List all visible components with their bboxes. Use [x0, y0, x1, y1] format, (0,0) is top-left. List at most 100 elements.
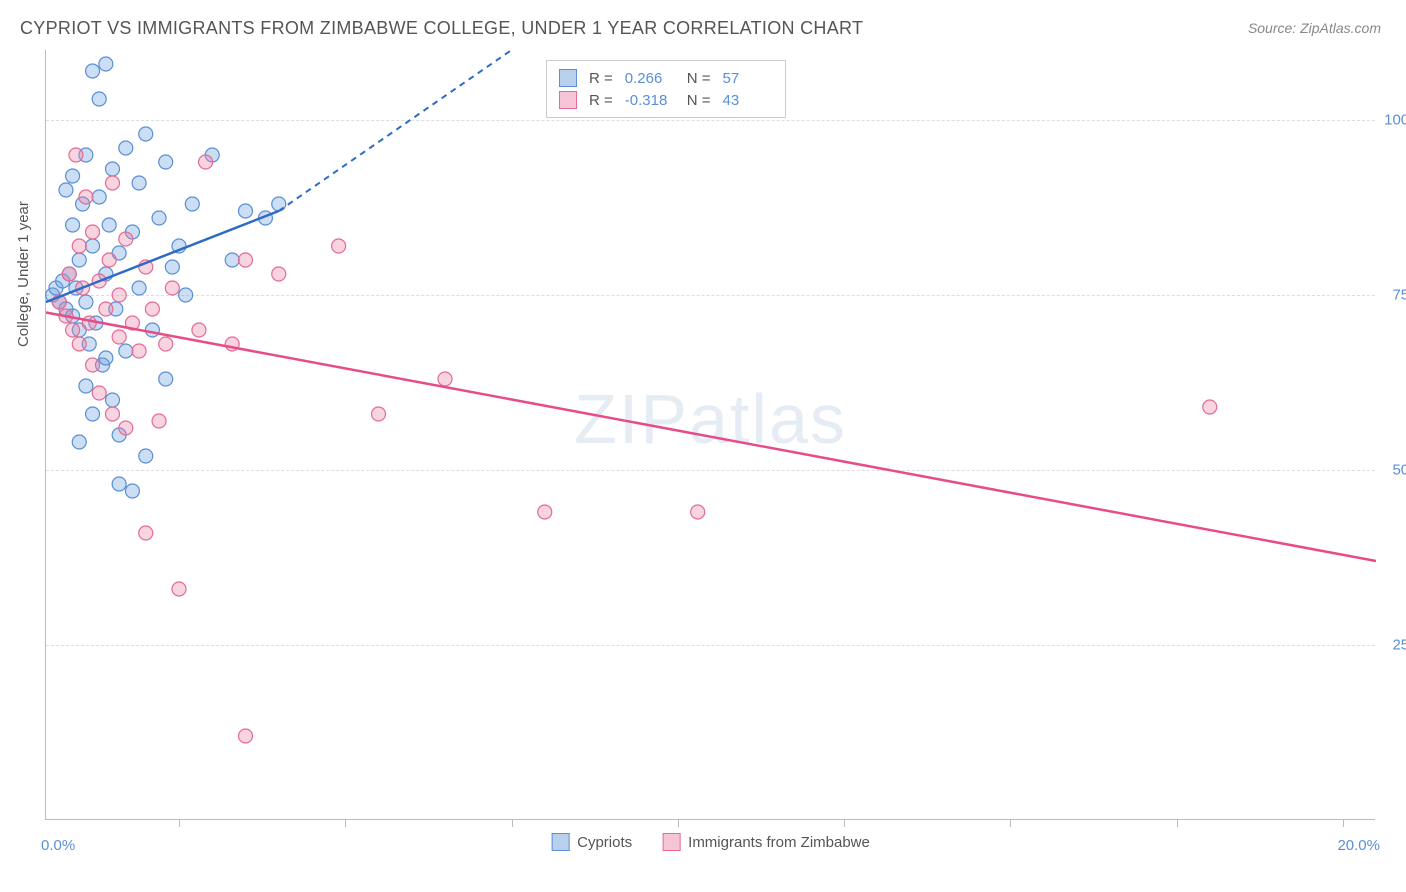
scatter-point-0 [59, 183, 73, 197]
chart-source: Source: ZipAtlas.com [1248, 20, 1381, 36]
scatter-point-1 [159, 337, 173, 351]
scatter-point-1 [86, 358, 100, 372]
y-tick-label: 75.0% [1380, 287, 1406, 304]
scatter-point-0 [66, 218, 80, 232]
scatter-point-0 [106, 162, 120, 176]
legend-item-cypriots: Cypriots [551, 833, 632, 851]
scatter-point-1 [1203, 400, 1217, 414]
scatter-point-0 [102, 218, 116, 232]
scatter-point-1 [66, 323, 80, 337]
legend-label-0: Cypriots [577, 834, 632, 851]
scatter-point-1 [332, 239, 346, 253]
legend-n-value-0: 57 [723, 70, 773, 87]
scatter-point-0 [185, 197, 199, 211]
scatter-point-0 [72, 435, 86, 449]
scatter-point-1 [79, 190, 93, 204]
x-tick [844, 819, 845, 827]
x-tick [1177, 819, 1178, 827]
legend-n-label: N = [687, 92, 711, 109]
correlation-chart: CYPRIOT VS IMMIGRANTS FROM ZIMBABWE COLL… [0, 0, 1406, 892]
scatter-point-1 [172, 582, 186, 596]
scatter-point-0 [145, 323, 159, 337]
scatter-point-1 [72, 337, 86, 351]
scatter-point-1 [165, 281, 179, 295]
scatter-point-1 [691, 505, 705, 519]
scatter-point-0 [92, 92, 106, 106]
scatter-point-1 [272, 267, 286, 281]
scatter-point-1 [92, 386, 106, 400]
legend-r-value-0: 0.266 [625, 70, 675, 87]
scatter-point-1 [82, 316, 96, 330]
scatter-point-0 [99, 351, 113, 365]
x-tick [512, 819, 513, 827]
chart-title: CYPRIOT VS IMMIGRANTS FROM ZIMBABWE COLL… [20, 18, 863, 39]
scatter-point-0 [79, 379, 93, 393]
trendline-dashed [279, 50, 512, 211]
legend-label-1: Immigrants from Zimbabwe [688, 834, 870, 851]
trendline-solid [46, 313, 1376, 562]
scatter-point-1 [106, 176, 120, 190]
y-tick-label: 25.0% [1380, 637, 1406, 654]
legend-n-label: N = [687, 70, 711, 87]
scatter-point-0 [125, 484, 139, 498]
legend-r-label: R = [589, 92, 613, 109]
scatter-point-0 [159, 155, 173, 169]
scatter-point-1 [86, 225, 100, 239]
series-legend: Cypriots Immigrants from Zimbabwe [551, 833, 870, 851]
legend-item-zimbabwe: Immigrants from Zimbabwe [662, 833, 870, 851]
scatter-point-1 [438, 372, 452, 386]
scatter-point-1 [99, 302, 113, 316]
legend-swatch-zimbabwe-b [662, 833, 680, 851]
scatter-point-0 [79, 295, 93, 309]
scatter-point-0 [92, 190, 106, 204]
scatter-point-0 [272, 197, 286, 211]
legend-r-value-1: -0.318 [625, 92, 675, 109]
x-tick [179, 819, 180, 827]
y-axis-title: College, Under 1 year [15, 201, 32, 347]
scatter-point-1 [199, 155, 213, 169]
legend-r-label: R = [589, 70, 613, 87]
scatter-point-0 [99, 57, 113, 71]
scatter-point-1 [538, 505, 552, 519]
scatter-point-0 [225, 253, 239, 267]
scatter-point-0 [86, 239, 100, 253]
scatter-point-0 [239, 204, 253, 218]
scatter-point-1 [139, 526, 153, 540]
scatter-point-1 [152, 414, 166, 428]
scatter-point-0 [159, 372, 173, 386]
scatter-point-1 [192, 323, 206, 337]
scatter-point-1 [72, 239, 86, 253]
scatter-point-1 [69, 148, 83, 162]
scatter-point-0 [66, 169, 80, 183]
scatter-point-0 [139, 127, 153, 141]
x-tick [1343, 819, 1344, 827]
x-axis-min-label: 0.0% [41, 837, 75, 854]
scatter-point-0 [72, 253, 86, 267]
scatter-point-1 [145, 302, 159, 316]
y-tick-label: 50.0% [1380, 462, 1406, 479]
scatter-point-0 [132, 176, 146, 190]
scatter-point-1 [239, 253, 253, 267]
scatter-point-1 [372, 407, 386, 421]
legend-swatch-cypriots [559, 69, 577, 87]
x-tick [1010, 819, 1011, 827]
scatter-point-1 [239, 729, 253, 743]
correlation-legend: R = 0.266 N = 57 R = -0.318 N = 43 [546, 60, 786, 118]
x-tick [678, 819, 679, 827]
scatter-point-0 [119, 344, 133, 358]
y-tick-label: 100.0% [1380, 112, 1406, 129]
legend-n-value-1: 43 [723, 92, 773, 109]
scatter-point-0 [152, 211, 166, 225]
scatter-point-1 [112, 288, 126, 302]
scatter-point-0 [139, 449, 153, 463]
scatter-point-1 [112, 330, 126, 344]
scatter-point-1 [62, 267, 76, 281]
scatter-point-0 [106, 393, 120, 407]
x-axis-max-label: 20.0% [1337, 837, 1380, 854]
scatter-point-0 [132, 281, 146, 295]
legend-row-cypriots: R = 0.266 N = 57 [559, 67, 773, 89]
scatter-point-0 [86, 64, 100, 78]
scatter-point-0 [86, 407, 100, 421]
scatter-point-1 [119, 421, 133, 435]
scatter-point-1 [102, 253, 116, 267]
